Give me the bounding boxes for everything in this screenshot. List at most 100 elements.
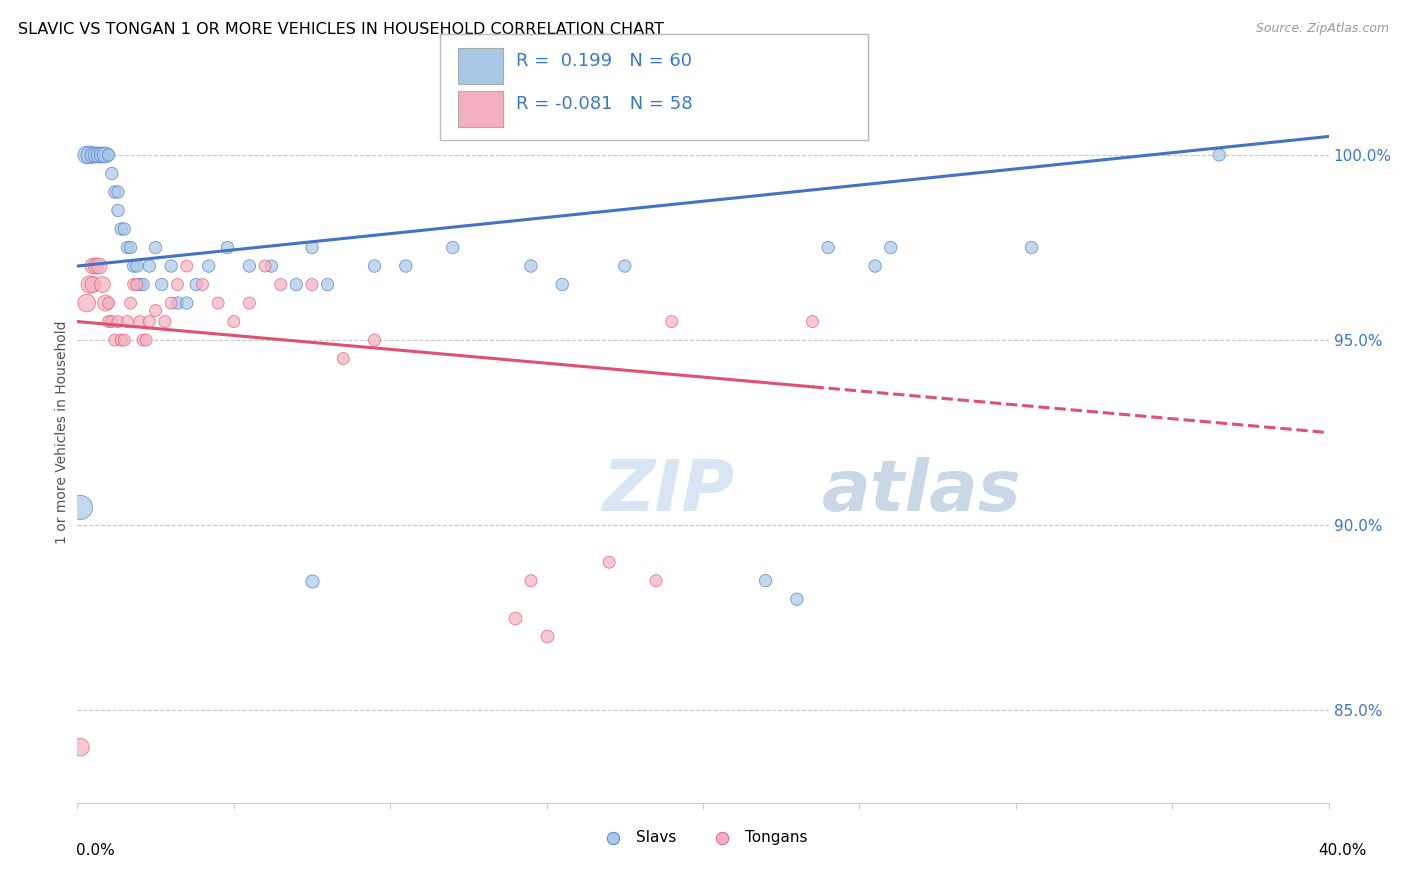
Point [79,148,101,162]
Point [100,167,122,181]
Point [253,259,276,273]
Point [238,296,260,310]
Point [69,500,91,514]
Text: 40.0%: 40.0% [1319,843,1367,858]
Point [441,241,464,255]
Point [260,259,283,273]
Point [145,303,167,318]
Point [122,259,145,273]
Point [551,277,574,292]
Text: atlas: atlas [823,458,1022,526]
Point [503,611,526,625]
Point [145,241,167,255]
Point [598,555,620,569]
Text: SLAVIC VS TONGAN 1 OR MORE VEHICLES IN HOUSEHOLD CORRELATION CHART: SLAVIC VS TONGAN 1 OR MORE VEHICLES IN H… [18,22,664,37]
Point [176,259,198,273]
Point [97,148,120,162]
Point [82,259,104,273]
Point [153,314,176,328]
Point [316,277,339,292]
Point [138,259,160,273]
Point [186,277,208,292]
Text: ZIP: ZIP [603,458,735,526]
Point [91,277,114,292]
Point [395,259,418,273]
Point [97,314,120,328]
Point [332,351,354,366]
Point [112,222,135,236]
Point [1021,241,1043,255]
Point [120,241,142,255]
Point [880,241,903,255]
Y-axis label: 1 or more Vehicles in Household: 1 or more Vehicles in Household [55,321,69,544]
Point [661,314,683,328]
Point [100,314,122,328]
Point [129,314,152,328]
Point [613,259,636,273]
Legend: Slavs, Tongans: Slavs, Tongans [592,823,814,851]
Point [122,277,145,292]
Point [112,333,135,347]
Point [301,574,323,588]
Point [786,592,808,607]
Point [129,277,152,292]
Point [69,740,91,755]
Point [132,277,155,292]
Point [801,314,824,328]
Point [363,333,385,347]
Point [160,296,183,310]
Point [301,241,323,255]
Point [89,148,111,162]
Point [207,296,229,310]
Point [76,296,98,310]
Point [217,241,239,255]
Point [91,148,114,162]
Point [117,241,139,255]
Point [754,574,776,588]
Point [166,296,188,310]
Text: R = -0.081   N = 58: R = -0.081 N = 58 [516,95,693,112]
Point [117,314,139,328]
Point [107,203,129,218]
Point [104,333,127,347]
Point [166,277,188,292]
Point [363,259,385,273]
Point [84,148,107,162]
Point [125,277,148,292]
Point [285,277,308,292]
Point [645,574,668,588]
Point [520,259,543,273]
Point [238,259,260,273]
Point [107,314,129,328]
Point [107,185,129,199]
Point [125,259,148,273]
Point [79,277,101,292]
Point [94,148,117,162]
Text: 0.0%: 0.0% [76,843,115,858]
Point [76,148,98,162]
Point [94,296,117,310]
Point [222,314,245,328]
Point [104,185,127,199]
Point [89,259,111,273]
Point [301,277,323,292]
Point [132,333,155,347]
Point [110,222,132,236]
Point [863,259,886,273]
Point [270,277,292,292]
Point [82,277,104,292]
Point [150,277,173,292]
Point [138,314,160,328]
Point [82,148,104,162]
Point [120,296,142,310]
Point [536,629,558,643]
Text: R =  0.199   N = 60: R = 0.199 N = 60 [516,52,692,70]
Point [84,259,107,273]
Point [110,333,132,347]
Point [197,259,219,273]
Point [97,296,120,310]
Point [176,296,198,310]
Text: Source: ZipAtlas.com: Source: ZipAtlas.com [1256,22,1389,36]
Point [817,241,839,255]
Point [1208,148,1230,162]
